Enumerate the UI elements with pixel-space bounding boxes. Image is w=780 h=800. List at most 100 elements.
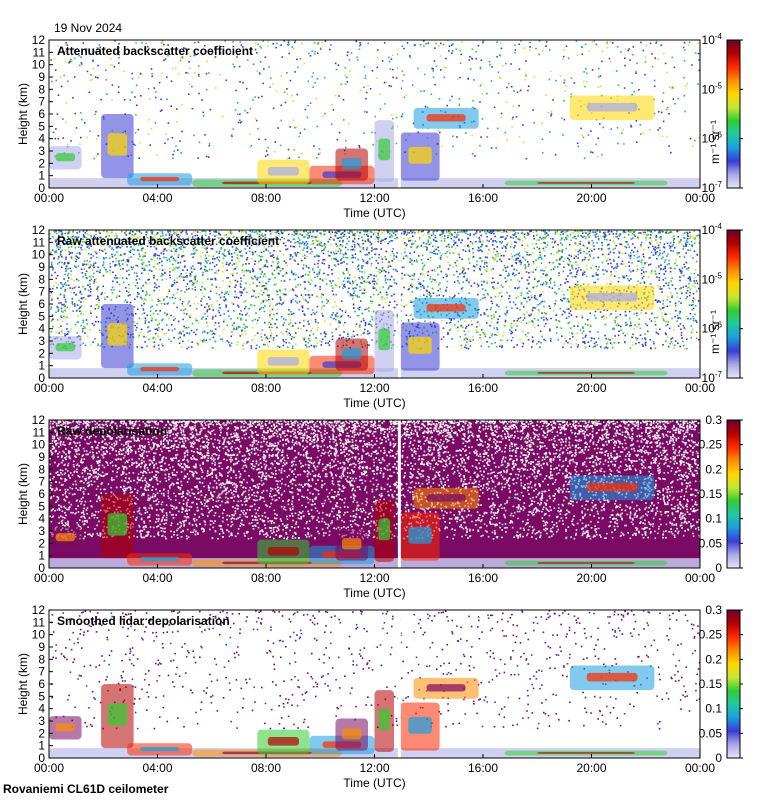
noise-speck	[532, 235, 535, 237]
noise-speck	[493, 287, 495, 290]
noise-speck	[200, 304, 203, 307]
noise-speck	[311, 50, 313, 52]
noise-speck	[409, 56, 412, 59]
noise-speck	[59, 254, 62, 256]
noise-speck	[259, 45, 261, 48]
noise-speck	[303, 313, 305, 315]
noise-speck	[518, 259, 520, 262]
noise-speck	[197, 73, 200, 76]
noise-speck	[677, 342, 679, 344]
noise-speck	[465, 132, 467, 134]
noise-speck	[297, 327, 300, 330]
noise-speck	[417, 278, 420, 281]
noise-speck	[663, 261, 666, 263]
noise-speck	[218, 311, 221, 314]
noise-speck	[427, 258, 429, 261]
noise-speck	[118, 260, 120, 262]
noise-speck	[624, 64, 626, 67]
noise-speck	[359, 43, 362, 46]
noise-speck	[683, 237, 686, 240]
noise-speck	[483, 263, 486, 265]
noise-speck	[283, 280, 286, 282]
noise-speck	[231, 331, 233, 333]
noise-speck	[216, 234, 218, 237]
noise-speck	[575, 261, 577, 263]
noise-speck	[281, 56, 284, 58]
noise-speck	[429, 256, 432, 259]
noise-speck	[620, 243, 622, 246]
noise-speck	[95, 155, 98, 158]
noise-speck	[571, 332, 573, 334]
noise-speck	[196, 231, 199, 233]
noise-speck	[204, 270, 207, 273]
noise-speck	[290, 271, 293, 274]
noise-speck	[606, 270, 608, 273]
noise-speck	[294, 252, 296, 254]
noise-speck	[367, 85, 369, 87]
noise-speck	[330, 282, 333, 284]
noise-speck	[610, 283, 612, 285]
noise-speck	[661, 100, 664, 103]
noise-speck	[482, 40, 485, 42]
noise-speck	[674, 315, 676, 318]
noise-speck	[500, 291, 503, 293]
y-axis-label: Height (km)	[16, 83, 30, 145]
noise-speck	[427, 42, 430, 45]
noise-speck	[89, 130, 91, 132]
noise-speck	[457, 329, 459, 332]
noise-speck	[321, 262, 323, 264]
noise-speck	[83, 325, 85, 328]
noise-speck	[427, 241, 429, 243]
noise-speck	[301, 234, 303, 236]
noise-speck	[89, 310, 92, 312]
noise-speck	[494, 240, 497, 242]
noise-speck	[585, 68, 587, 70]
noise-speck	[411, 301, 414, 303]
noise-speck	[443, 240, 446, 242]
noise-speck	[189, 304, 192, 307]
noise-speck	[649, 233, 652, 236]
noise-speck	[297, 234, 299, 236]
noise-speck	[608, 57, 611, 60]
noise-speck	[404, 248, 406, 250]
noise-speck	[74, 238, 76, 241]
noise-speck	[421, 230, 423, 233]
noise-speck	[438, 98, 441, 100]
noise-speck	[574, 230, 576, 232]
noise-speck	[549, 282, 552, 284]
noise-speck	[235, 296, 238, 298]
noise-speck	[458, 282, 461, 284]
noise-speck	[669, 301, 671, 303]
noise-speck	[389, 265, 392, 267]
noise-speck	[66, 306, 68, 308]
noise-speck	[449, 99, 451, 102]
noise-speck	[305, 264, 308, 267]
noise-speck	[120, 239, 123, 241]
noise-speck	[67, 272, 70, 275]
noise-speck	[214, 272, 216, 274]
noise-speck	[286, 264, 288, 267]
noise-speck	[331, 104, 333, 106]
noise-speck	[401, 115, 403, 118]
noise-speck	[484, 335, 487, 338]
noise-speck	[104, 292, 106, 294]
noise-speck	[576, 271, 578, 273]
noise-speck	[359, 42, 361, 44]
noise-speck	[346, 81, 349, 83]
noise-speck	[654, 246, 656, 248]
noise-speck	[250, 276, 253, 279]
noise-speck	[312, 333, 315, 335]
noise-speck	[511, 307, 513, 309]
noise-speck	[488, 240, 491, 242]
noise-speck	[135, 279, 138, 281]
noise-speck	[331, 331, 333, 334]
noise-speck	[138, 230, 141, 233]
noise-speck	[622, 275, 624, 278]
noise-speck	[96, 270, 98, 273]
noise-speck	[493, 248, 496, 250]
noise-speck	[572, 268, 574, 271]
noise-speck	[664, 265, 666, 268]
noise-speck	[490, 147, 493, 149]
noise-speck	[177, 233, 180, 236]
noise-speck	[242, 288, 245, 291]
